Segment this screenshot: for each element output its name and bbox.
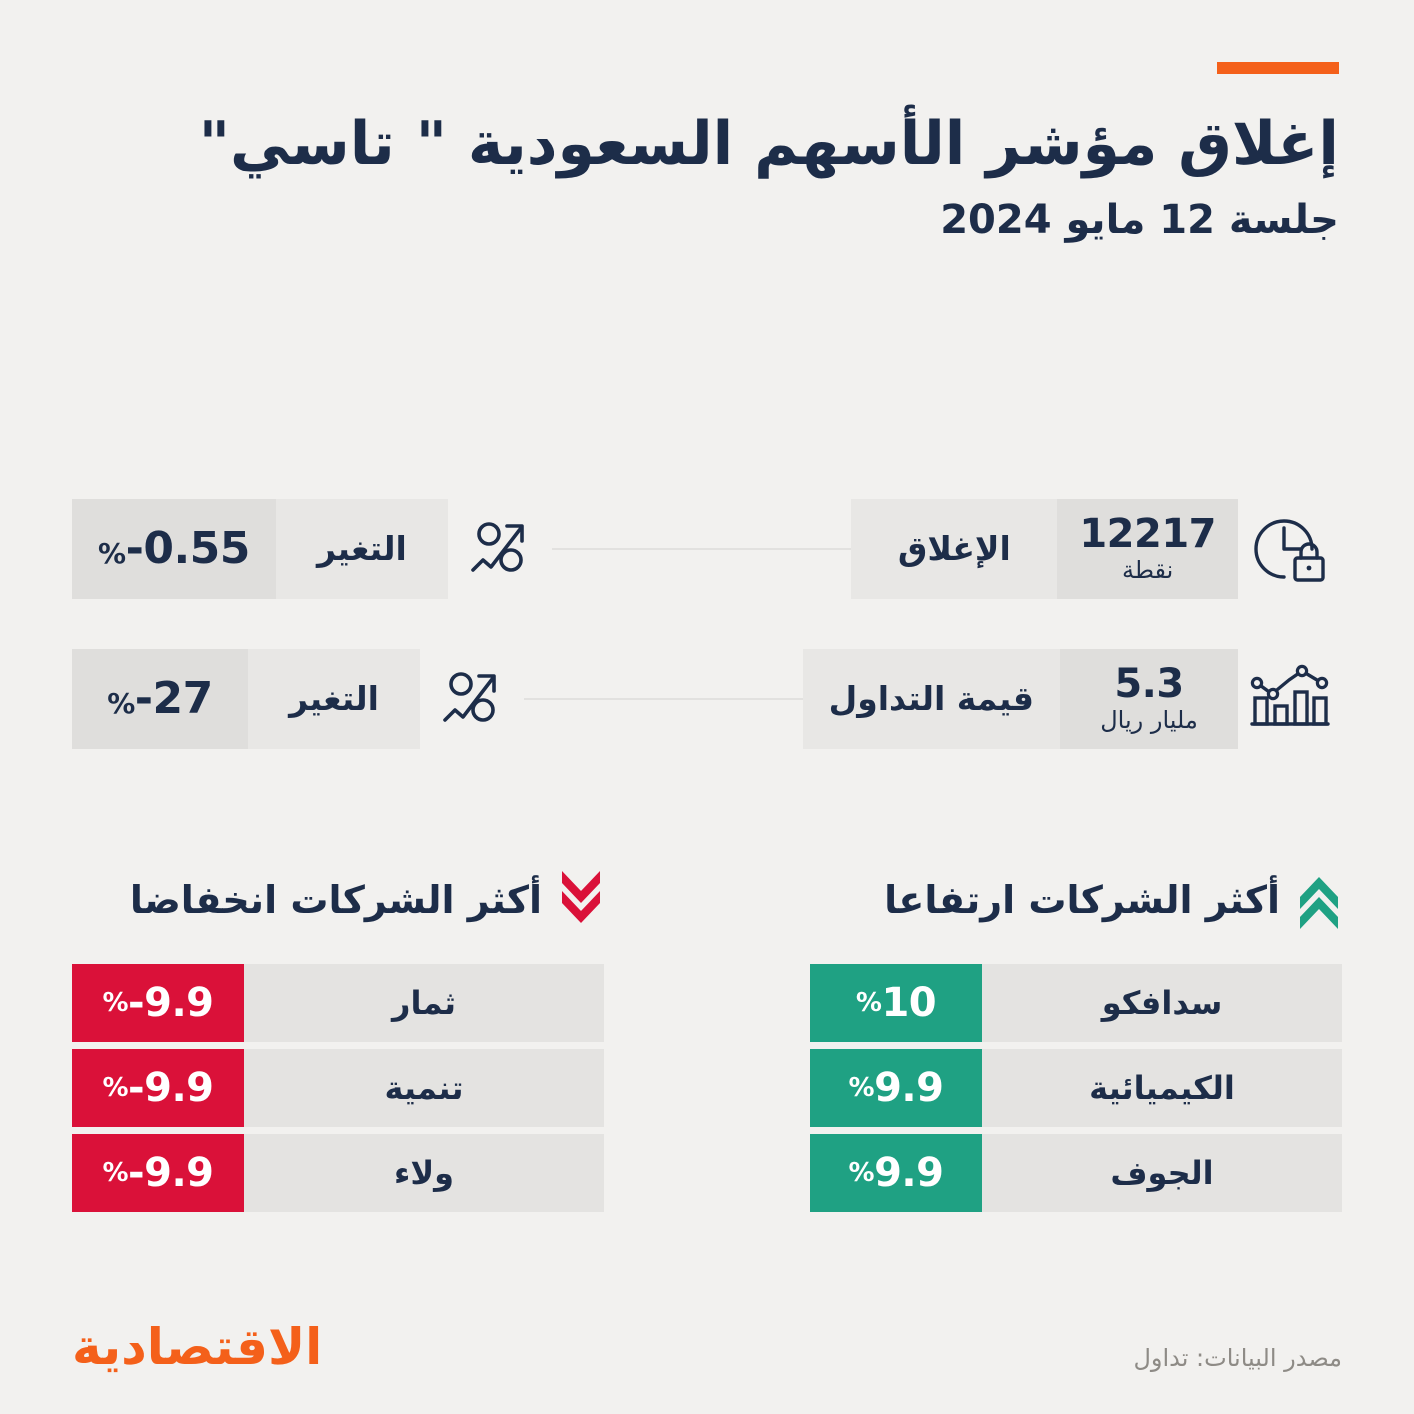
loser-pct: % -9.9 [72, 964, 244, 1042]
top-gainers-title: أكثر الشركات ارتفاعا [884, 878, 1280, 922]
loser-name: تنمية [244, 1049, 604, 1127]
trading-change-label-text: التغير [289, 679, 379, 718]
closing-change-label: التغير [275, 498, 448, 599]
table-row: الكيميائية % 9.9 [810, 1049, 1342, 1127]
gainer-pct-number: 9.9 [874, 1065, 944, 1111]
movers-section: أكثر الشركات ارتفاعا سدافكو % 10 الكيميائ… [72, 862, 1342, 1219]
table-row: سدافكو % 10 [810, 964, 1342, 1042]
gainer-name: الجوف [982, 1134, 1342, 1212]
double-chevron-down-icon [558, 868, 604, 932]
percent-trend-up-icon [448, 499, 552, 599]
stat-row-trading-value: 5.3 مليار ريال قيمة التداول التغير [72, 646, 1342, 751]
loser-pct-number: -9.9 [128, 1065, 214, 1111]
connector-line [551, 547, 852, 550]
gainer-pct: % 9.9 [810, 1134, 982, 1212]
trading-value: 5.3 مليار ريال [1060, 648, 1238, 749]
connector-line [524, 697, 803, 700]
page-subtitle: جلسة 12 مايو 2024 [940, 197, 1339, 244]
loser-pct-number: -9.9 [128, 980, 214, 1026]
gainer-pct-suffix: % [848, 1073, 875, 1103]
trading-label: قيمة التداول [802, 648, 1060, 749]
closing-change-value: %-0.55 [72, 498, 276, 599]
closing-label-text: الإغلاق [897, 529, 1011, 568]
percent-trend-up-icon [420, 649, 524, 749]
trading-value-number: 5.3 [1114, 660, 1184, 707]
top-losers-column: أكثر الشركات انخفاضا ثمار % -9.9 تنمية % -… [72, 862, 604, 1219]
closing-value-unit: نقطة [1121, 555, 1174, 584]
page-title: إغلاق مؤشر الأسهم السعودية " تاسي" [198, 109, 1340, 179]
trading-change-number: -27 [134, 673, 214, 724]
table-row: ثمار % -9.9 [72, 964, 604, 1042]
top-gainers-header: أكثر الشركات ارتفاعا [810, 862, 1342, 938]
bar-line-chart-icon [1238, 649, 1342, 749]
loser-pct: % -9.9 [72, 1134, 244, 1212]
clock-lock-icon [1238, 499, 1342, 599]
closing-label: الإغلاق [851, 498, 1058, 599]
gainer-pct-suffix: % [855, 988, 882, 1018]
trading-change-group: التغير %-27 [72, 648, 524, 749]
brand-logo: الاقتصادية [72, 1318, 323, 1376]
loser-name: ثمار [244, 964, 604, 1042]
top-losers-header: أكثر الشركات انخفاضا [72, 862, 604, 938]
gainer-name: الكيميائية [982, 1049, 1342, 1127]
gainer-pct: % 10 [810, 964, 982, 1042]
accent-bar [1217, 62, 1339, 74]
closing-value-number: 12217 [1079, 510, 1216, 557]
closing-change-group: التغير %-0.55 [72, 498, 552, 599]
gainer-pct: % 9.9 [810, 1049, 982, 1127]
trading-label-text: قيمة التداول [828, 679, 1034, 718]
top-losers-title: أكثر الشركات انخفاضا [129, 878, 542, 922]
loser-name: ولاء [244, 1134, 604, 1212]
trading-change-value: %-27 [72, 648, 248, 749]
loser-pct-suffix: % [102, 1073, 129, 1103]
table-row: ولاء % -9.9 [72, 1134, 604, 1212]
data-source: مصدر البيانات: تداول [1133, 1344, 1342, 1372]
closing-change-suffix: % [98, 537, 126, 570]
footer: الاقتصادية مصدر البيانات: تداول [72, 1322, 1342, 1372]
gainer-pct-number: 9.9 [874, 1150, 944, 1196]
closing-value: 12217 نقطة [1057, 498, 1238, 599]
table-row: الجوف % 9.9 [810, 1134, 1342, 1212]
gainer-name: سدافكو [982, 964, 1342, 1042]
loser-pct-suffix: % [102, 988, 129, 1018]
loser-pct-suffix: % [102, 1158, 129, 1188]
top-gainers-column: أكثر الشركات ارتفاعا سدافكو % 10 الكيميائ… [810, 862, 1342, 1219]
trading-value-unit: مليار ريال [1100, 705, 1198, 734]
header: إغلاق مؤشر الأسهم السعودية " تاسي" جلسة … [75, 62, 1340, 245]
stat-row-closing: 12217 نقطة الإغلاق التغير [72, 496, 1342, 601]
gainer-pct-number: 10 [881, 980, 937, 1026]
table-row: تنمية % -9.9 [72, 1049, 604, 1127]
double-chevron-up-icon [1296, 868, 1342, 932]
loser-pct-number: -9.9 [128, 1150, 214, 1196]
trading-change-suffix: % [107, 687, 135, 720]
stats-section: 12217 نقطة الإغلاق التغير [72, 496, 1342, 796]
trading-change-label: التغير [248, 648, 420, 749]
gainer-pct-suffix: % [848, 1158, 875, 1188]
closing-change-label-text: التغير [316, 529, 407, 568]
loser-pct: % -9.9 [72, 1049, 244, 1127]
closing-change-number: -0.55 [125, 523, 251, 574]
